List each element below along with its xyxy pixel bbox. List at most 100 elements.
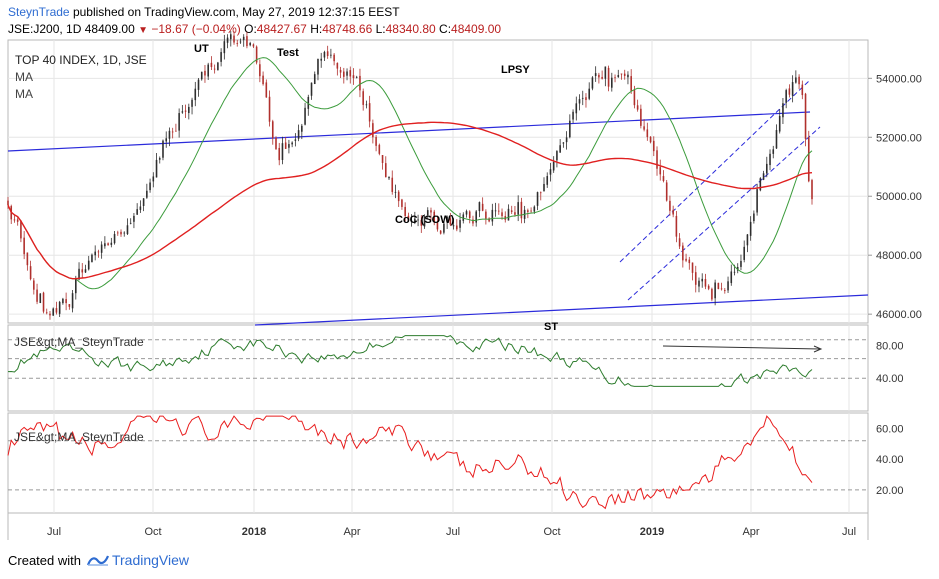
candle-body[interactable] [407,215,410,221]
candle-body[interactable] [559,145,561,153]
trendline-upper[interactable] [7,111,811,152]
candle-body[interactable] [675,215,678,237]
candle-body[interactable] [81,269,84,273]
candle-body[interactable] [397,191,400,202]
candle-body[interactable] [100,244,103,253]
tradingview-link[interactable]: TradingView [111,552,190,568]
candle-body[interactable] [220,52,222,62]
candle-body[interactable] [762,173,765,180]
candle-body[interactable] [662,176,665,181]
candle-body[interactable] [468,211,471,219]
candle-body[interactable] [569,120,571,138]
candle-body[interactable] [414,218,416,223]
candle-body[interactable] [288,144,290,148]
candle-body[interactable] [765,163,768,174]
candle-body[interactable] [801,84,804,96]
candle-body[interactable] [782,103,784,118]
candle-body[interactable] [29,266,32,280]
candle-body[interactable] [142,198,145,206]
candle-body[interactable] [178,113,180,131]
candle-body[interactable] [643,126,645,130]
candle-body[interactable] [704,279,707,287]
candle-body[interactable] [698,280,700,287]
candle-body[interactable] [546,176,549,185]
candle-body[interactable] [236,43,239,44]
candle-body[interactable] [410,220,413,222]
candle-body[interactable] [640,108,642,126]
candle-body[interactable] [736,266,739,271]
candle-body[interactable] [252,44,255,47]
candle-body[interactable] [229,34,232,40]
candle-body[interactable] [110,242,113,245]
candle-body[interactable] [301,125,303,132]
candle-body[interactable] [239,41,242,43]
candle-body[interactable] [733,271,736,273]
candle-body[interactable] [798,76,800,85]
candle-body[interactable] [320,58,323,61]
candle-body[interactable] [678,238,681,247]
candle-body[interactable] [475,211,477,223]
candle-body[interactable] [39,293,42,303]
candle-body[interactable] [417,219,419,221]
candle-body[interactable] [129,222,132,224]
candle-body[interactable] [291,142,293,145]
candle-body[interactable] [104,243,106,247]
candle-body[interactable] [746,234,749,246]
candle-body[interactable] [685,258,687,261]
candle-body[interactable] [223,41,226,54]
candle-body[interactable] [259,64,261,77]
candle-body[interactable] [607,67,610,87]
candle-body[interactable] [346,71,348,76]
osc1-line[interactable] [7,335,813,387]
candle-body[interactable] [71,293,74,309]
candle-body[interactable] [378,144,381,154]
candle-body[interactable] [724,290,726,292]
candle-body[interactable] [52,308,55,316]
candle-body[interactable] [665,182,668,201]
candle-body[interactable] [720,288,723,290]
candle-body[interactable] [175,130,177,132]
candle-body[interactable] [349,70,352,77]
candle-body[interactable] [778,115,781,132]
candle-body[interactable] [165,138,168,142]
candle-body[interactable] [646,129,649,138]
price-pane[interactable] [7,31,869,326]
candle-body[interactable] [652,140,655,152]
candle-body[interactable] [636,105,639,110]
candle-body[interactable] [13,219,16,221]
candle-body[interactable] [304,107,306,125]
trendline-lower[interactable] [254,294,869,326]
ma-fast-line[interactable] [7,57,813,290]
candle-body[interactable] [139,206,142,210]
candle-body[interactable] [307,96,310,109]
candle-body[interactable] [456,225,458,230]
candle-body[interactable] [294,139,297,141]
candle-body[interactable] [426,210,429,216]
candle-body[interactable] [527,210,529,212]
candle-body[interactable] [368,103,371,122]
candle-body[interactable] [278,147,281,161]
candle-body[interactable] [491,209,494,222]
candle-body[interactable] [7,200,9,206]
candle-body[interactable] [184,110,187,112]
candle-body[interactable] [446,216,448,223]
candle-body[interactable] [459,220,461,228]
candle-body[interactable] [501,212,503,217]
candle-body[interactable] [714,282,716,299]
candle-body[interactable] [549,169,552,175]
candle-body[interactable] [682,245,684,261]
candle-body[interactable] [49,313,51,316]
candle-body[interactable] [388,176,390,179]
candle-body[interactable] [753,213,755,222]
candle-body[interactable] [707,285,710,289]
candle-body[interactable] [58,301,61,314]
candle-body[interactable] [162,140,164,158]
candle-body[interactable] [404,206,406,216]
candle-body[interactable] [391,177,394,192]
candle-body[interactable] [775,130,778,149]
candle-body[interactable] [78,268,80,280]
osc1-pane[interactable] [7,335,868,387]
candle-body[interactable] [581,97,584,99]
candle-body[interactable] [691,262,694,273]
candle-body[interactable] [207,64,209,77]
